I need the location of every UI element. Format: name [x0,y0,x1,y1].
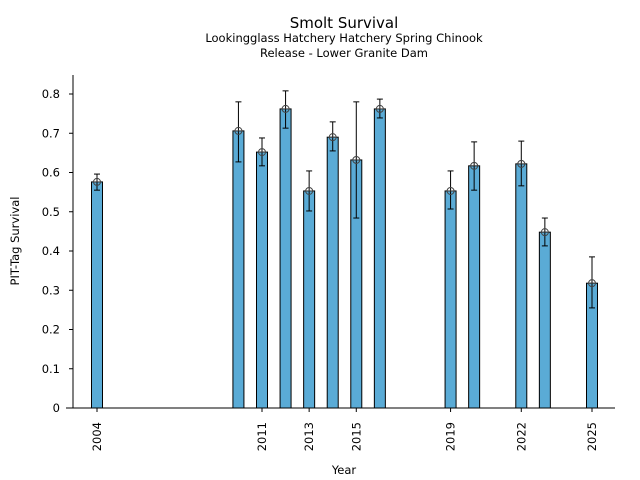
bar-2010 [232,130,245,409]
x-tick-label: 2011 [255,422,269,451]
errorbars-group [93,90,596,309]
y-tick-label: 0.8 [42,87,60,101]
bar-2012 [279,108,292,409]
bar-2020 [468,165,481,409]
bar-2011 [256,151,268,409]
y-tick-label: 0.6 [42,166,60,180]
x-tick-label: 2015 [349,422,363,451]
bar-2023 [538,231,551,409]
bar-2022 [515,163,528,409]
y-axis-label: PIT-Tag Survival [8,197,22,286]
x-axis-label: Year [331,463,357,477]
y-tick-label: 0.5 [42,205,60,219]
x-tick-label: 2013 [302,422,316,451]
bar-2019 [444,190,457,409]
y-tick-label: 0.3 [42,283,60,297]
y-tick-label: 0.1 [42,362,60,376]
x-tick-label: 2019 [444,422,458,451]
y-tick-label: 0.2 [42,323,60,337]
y-tick-label: 0.4 [42,244,60,258]
bar-2004 [91,181,103,409]
bar-2014 [326,136,339,409]
x-tick-label: 2004 [90,422,104,451]
chart-subtitle-line-2: Release - Lower Granite Dam [260,46,428,60]
x-axis: 2004 2011 2013 2015 2019 2022 2025 [66,407,615,451]
bar-2013 [303,190,316,409]
y-tick-label: 0 [53,401,60,415]
x-tick-label: 2025 [585,422,599,451]
y-axis: 0 0.1 0.2 0.3 0.4 0.5 0.6 0.7 0.8 [42,75,74,415]
x-tick-label: 2022 [514,422,528,451]
bar-2016 [373,108,386,409]
y-tick-label: 0.7 [42,126,60,140]
chart-title: Smolt Survival [290,14,399,32]
chart-subtitle-line-1: Lookingglass Hatchery Hatchery Spring Ch… [205,31,483,45]
